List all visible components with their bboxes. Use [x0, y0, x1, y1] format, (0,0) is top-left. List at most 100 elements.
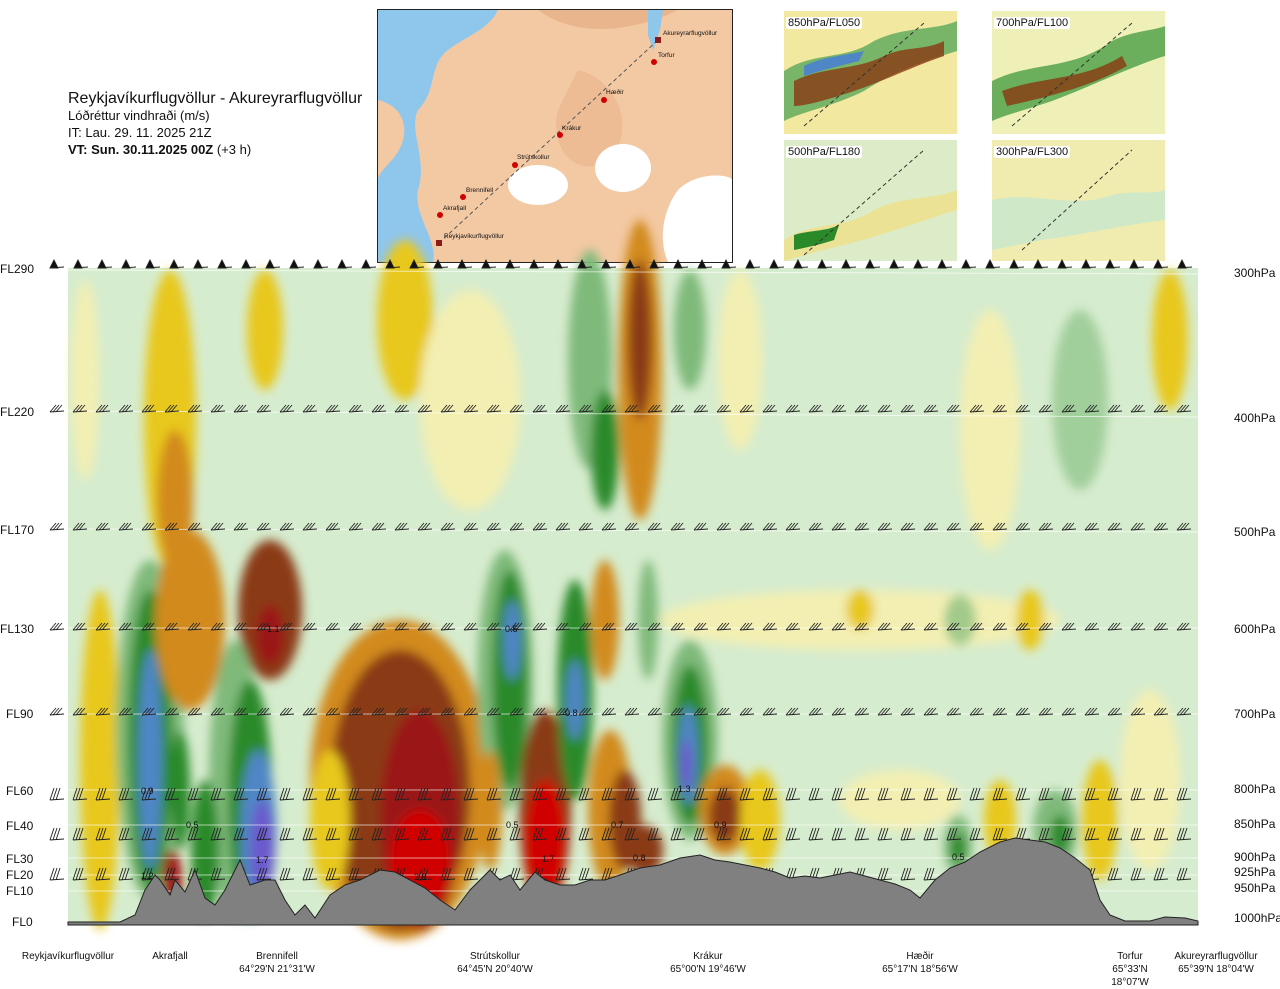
- wind-barb: [624, 404, 640, 413]
- wind-barb: [923, 522, 939, 531]
- fl-label: FL220: [0, 405, 35, 419]
- wind-barb: [1130, 622, 1146, 631]
- wind-barb: [739, 404, 755, 413]
- wind-barb: [49, 622, 65, 631]
- wind-barb: [670, 404, 686, 413]
- map-label-krakur: Krákur: [562, 125, 582, 132]
- wind-barb: [279, 827, 295, 841]
- inset-500hpa-label: 500hPa/FL180: [786, 146, 863, 158]
- wind-barb: [118, 867, 134, 881]
- hpa-label: 850hPa: [1234, 817, 1276, 831]
- wind-barb: [785, 827, 801, 841]
- route-title: Reykjavíkurflugvöllur - Akureyrarflugvöl…: [68, 90, 363, 107]
- location-name: Akureyrarflugvöllur: [1174, 951, 1258, 962]
- wind-barb: [325, 867, 341, 881]
- wind-barb: [578, 787, 594, 801]
- wind-barb: [417, 404, 433, 413]
- wind-barb: [624, 522, 640, 531]
- wind-barb: [1084, 622, 1100, 631]
- wind-barb: [509, 404, 525, 413]
- wind-barb: [555, 404, 571, 413]
- wind-barb: [233, 707, 249, 716]
- wind-barb: [762, 622, 778, 631]
- wind-barb: [1153, 707, 1169, 716]
- wind-barb: [808, 827, 824, 841]
- wind-barb: [854, 404, 870, 413]
- hpa-label: 700hPa: [1234, 707, 1276, 721]
- wind-barb: [601, 707, 617, 716]
- wind-barb: [210, 404, 226, 413]
- wind-barb: [121, 258, 137, 269]
- wind-barb: [164, 707, 180, 716]
- wind-barb: [325, 827, 341, 841]
- wind-barb: [371, 827, 387, 841]
- wind-barb: [164, 787, 180, 801]
- annotation-value: 1.1: [267, 624, 280, 634]
- title-block: Reykjavíkurflugvöllur - Akureyrarflugvöl…: [68, 90, 362, 158]
- wind-barb: [532, 404, 548, 413]
- wind-barb: [187, 827, 203, 841]
- wind-barb: [900, 622, 916, 631]
- wind-barb: [417, 622, 433, 631]
- wind-barb: [1061, 707, 1077, 716]
- fl-label: FL130: [0, 622, 35, 636]
- wind-barb: [647, 707, 663, 716]
- wind-barb: [601, 622, 617, 631]
- wind-barb: [624, 707, 640, 716]
- wind-barb: [457, 258, 473, 269]
- wind-barb: [1153, 404, 1169, 413]
- wind-barb: [647, 522, 663, 531]
- wind-barb: [673, 258, 689, 269]
- wind-barb: [1038, 622, 1054, 631]
- wind-barb: [624, 787, 640, 801]
- wind-barb: [697, 258, 713, 269]
- wind-barb: [463, 522, 479, 531]
- wind-barb: [1176, 522, 1192, 531]
- wind-barb: [409, 258, 425, 269]
- wind-barb: [923, 787, 939, 801]
- wind-barb: [831, 827, 847, 841]
- wind-barb: [1038, 827, 1054, 841]
- wind-barb: [762, 827, 778, 841]
- wind-barb: [463, 707, 479, 716]
- location-name: Hæðir: [906, 951, 934, 962]
- wind-barb: [854, 622, 870, 631]
- wind-barb: [670, 622, 686, 631]
- wind-barb: [440, 404, 456, 413]
- wind-barb: [233, 522, 249, 531]
- wind-barb: [1107, 827, 1123, 841]
- overview-map-graphic: Akureyrarflugvöllur Torfur Hæðir Krákur …: [378, 10, 732, 262]
- wind-barb: [785, 787, 801, 801]
- wind-barb: [1130, 707, 1146, 716]
- wind-barb: [647, 827, 663, 841]
- wind-barb: [348, 622, 364, 631]
- wind-barb: [1177, 258, 1193, 269]
- wind-barb: [348, 827, 364, 841]
- wind-barb: [241, 258, 257, 269]
- wind-barb: [1130, 867, 1146, 881]
- wind-barb: [854, 707, 870, 716]
- wind-barb: [289, 258, 305, 269]
- wind-barb: [394, 707, 410, 716]
- location-name: Torfur: [1117, 951, 1143, 962]
- inset-700hpa: 700hPa/FL100: [992, 11, 1165, 134]
- wind-barb: [302, 522, 318, 531]
- wind-barb: [969, 827, 985, 841]
- wind-barb: [509, 787, 525, 801]
- wind-barb: [923, 622, 939, 631]
- wind-barb: [841, 258, 857, 269]
- wind-barb: [440, 867, 456, 881]
- wind-barb: [440, 827, 456, 841]
- wind-barb: [371, 404, 387, 413]
- wind-barb: [302, 867, 318, 881]
- initial-time: IT: Lau. 29. 11. 2025 21Z: [68, 125, 212, 140]
- wind-barb: [693, 787, 709, 801]
- wind-barb: [1176, 707, 1192, 716]
- wind-barb: [72, 867, 88, 881]
- wind-barb: [256, 867, 272, 881]
- wind-barb: [371, 522, 387, 531]
- annotation-value: 1.7: [542, 854, 555, 864]
- wind-barb: [256, 622, 272, 631]
- inset-850hpa-graphic: [784, 11, 957, 134]
